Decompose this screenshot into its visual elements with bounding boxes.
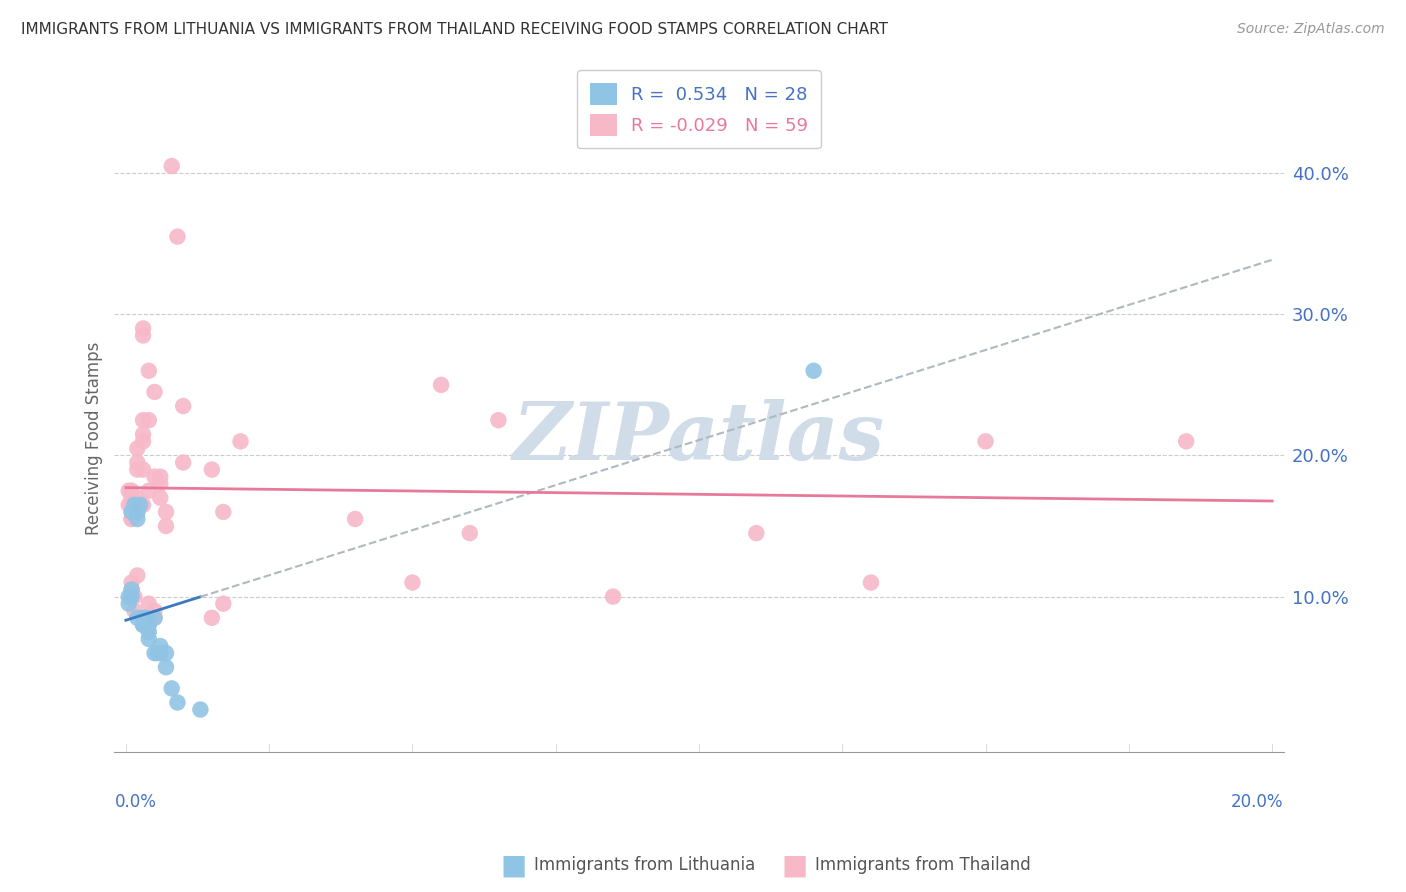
Point (124, 590, 146, 604)
Point (124, 604, 146, 618)
Point (138, 618, 160, 632)
Point (121, 512, 143, 526)
Point (138, 632, 160, 646)
Text: ZIPatlas: ZIPatlas (513, 399, 884, 476)
Point (143, 646, 166, 660)
Point (121, 590, 143, 604)
Point (127, 456, 149, 470)
Point (172, 399, 194, 413)
Text: IMMIGRANTS FROM LITHUANIA VS IMMIGRANTS FROM THAILAND RECEIVING FOOD STAMPS CORR: IMMIGRANTS FROM LITHUANIA VS IMMIGRANTS … (21, 22, 889, 37)
Point (201, 462, 224, 476)
Point (127, 611, 149, 625)
Point (149, 491, 172, 505)
Point (143, 611, 166, 625)
Point (121, 582, 143, 597)
Point (129, 498, 152, 512)
Point (138, 624, 160, 639)
Point (344, 512, 367, 526)
Point (121, 512, 143, 526)
Point (143, 469, 166, 483)
Point (143, 384, 166, 399)
Point (143, 604, 166, 618)
Point (458, 526, 481, 541)
Point (127, 491, 149, 505)
Point (135, 611, 157, 625)
Point (132, 427, 155, 442)
Point (127, 505, 149, 519)
Point (132, 434, 155, 449)
Point (132, 618, 155, 632)
Text: Immigrants from Thailand: Immigrants from Thailand (815, 856, 1031, 874)
Point (121, 483, 143, 498)
Point (149, 639, 172, 653)
Point (803, 364, 825, 378)
Point (155, 505, 177, 519)
Point (132, 498, 155, 512)
Point (121, 575, 143, 590)
Point (127, 505, 149, 519)
Point (401, 575, 423, 590)
Point (138, 413, 160, 427)
Point (121, 590, 143, 604)
Point (132, 321, 155, 335)
Point (121, 505, 143, 519)
Point (160, 159, 183, 173)
Legend: R =  0.534   N = 28, R = -0.029   N = 59: R = 0.534 N = 28, R = -0.029 N = 59 (576, 70, 821, 148)
Point (127, 512, 149, 526)
Point (149, 476, 172, 491)
Point (118, 483, 141, 498)
Text: Immigrants from Lithuania: Immigrants from Lithuania (534, 856, 755, 874)
Text: 0.0%: 0.0% (114, 793, 156, 811)
Text: 20.0%: 20.0% (1232, 793, 1284, 811)
Point (121, 498, 143, 512)
Point (430, 377, 453, 392)
Point (132, 618, 155, 632)
Point (132, 413, 155, 427)
Point (121, 491, 143, 505)
Point (127, 462, 149, 476)
Point (143, 611, 166, 625)
Point (118, 590, 141, 604)
Point (138, 364, 160, 378)
Point (127, 568, 149, 582)
Point (121, 582, 143, 597)
Point (149, 646, 172, 660)
Point (118, 498, 141, 512)
Point (146, 646, 169, 660)
Point (190, 702, 212, 716)
Point (160, 681, 183, 696)
Text: ■: ■ (501, 851, 526, 880)
Point (124, 498, 146, 512)
Point (132, 328, 155, 343)
Point (602, 590, 624, 604)
Point (118, 597, 141, 611)
Point (859, 575, 882, 590)
Point (149, 469, 172, 483)
Text: ■: ■ (782, 851, 807, 880)
Point (745, 526, 768, 541)
Text: Source: ZipAtlas.com: Source: ZipAtlas.com (1237, 22, 1385, 37)
Point (974, 434, 997, 449)
Point (138, 483, 160, 498)
Point (155, 660, 177, 674)
Point (486, 413, 509, 427)
Point (212, 597, 235, 611)
Point (172, 456, 194, 470)
Point (121, 505, 143, 519)
Point (201, 611, 224, 625)
Point (229, 434, 252, 449)
Point (127, 498, 149, 512)
Point (166, 696, 188, 710)
Point (138, 597, 160, 611)
Point (1175, 434, 1198, 449)
Point (166, 229, 188, 244)
Point (155, 519, 177, 533)
Point (155, 646, 177, 660)
Y-axis label: Receiving Food Stamps: Receiving Food Stamps (86, 341, 103, 534)
Point (127, 442, 149, 456)
Point (132, 462, 155, 476)
Point (132, 611, 155, 625)
Point (212, 505, 235, 519)
